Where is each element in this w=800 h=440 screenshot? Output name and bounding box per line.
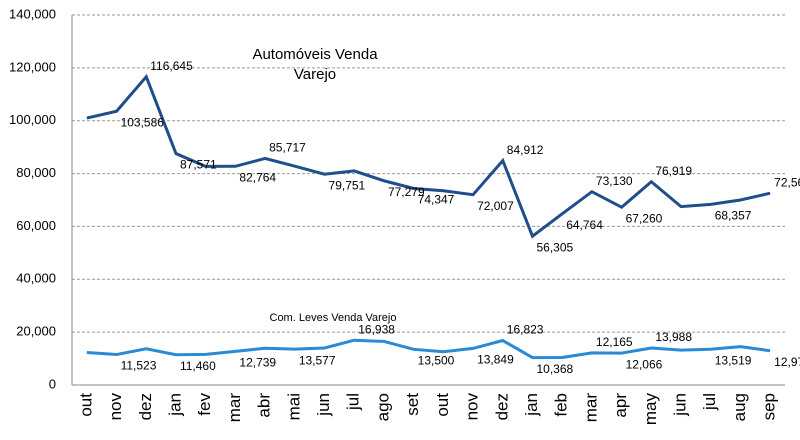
x-tick-label: mar xyxy=(225,393,244,423)
data-label: 84,912 xyxy=(507,143,544,157)
x-tick-label: fev xyxy=(195,393,214,416)
data-label: 16,823 xyxy=(507,323,544,337)
data-label: 56,305 xyxy=(536,240,573,254)
x-tick-label: mar xyxy=(581,393,600,423)
x-tick-label: mai xyxy=(284,393,303,420)
x-tick-label: may xyxy=(641,393,660,426)
data-label: 12,977 xyxy=(774,355,800,369)
data-label: 64,764 xyxy=(566,218,603,232)
y-tick-label: 120,000 xyxy=(9,59,56,74)
y-tick-label: 80,000 xyxy=(16,165,56,180)
data-label: 10,368 xyxy=(536,362,573,376)
data-label: 74,347 xyxy=(418,193,455,207)
x-tick-label: apr xyxy=(611,393,630,418)
x-tick-label: set xyxy=(403,393,422,416)
data-label: 11,523 xyxy=(121,359,157,373)
x-tick-label: sep xyxy=(760,393,779,420)
x-tick-label: abr xyxy=(255,393,274,418)
x-tick-label: aug xyxy=(730,393,749,421)
data-label: 13,577 xyxy=(299,353,336,367)
y-tick-label: 20,000 xyxy=(16,324,56,339)
data-label: 73,130 xyxy=(596,174,633,188)
data-label: 13,519 xyxy=(715,353,752,367)
x-tick-label: jul xyxy=(700,393,719,411)
data-label: 87,571 xyxy=(180,158,217,172)
data-label: 76,919 xyxy=(655,164,692,178)
y-tick-label: 60,000 xyxy=(16,218,56,233)
data-label: 11,460 xyxy=(180,359,216,373)
data-label: 72,565 xyxy=(774,175,800,189)
x-tick-label: dez xyxy=(136,393,155,420)
data-label: 13,988 xyxy=(655,330,692,344)
x-tick-label: jan xyxy=(165,393,184,417)
data-label: 13,849 xyxy=(477,353,514,367)
y-tick-label: 40,000 xyxy=(16,271,56,286)
y-tick-label: 100,000 xyxy=(9,112,56,127)
y-tick-label: 0 xyxy=(49,376,56,391)
x-tick-label: nov xyxy=(106,393,125,421)
data-label: 77,279 xyxy=(388,185,425,199)
y-tick-label: 140,000 xyxy=(9,6,56,21)
data-label: 12,066 xyxy=(626,357,663,371)
x-tick-label: jan xyxy=(522,393,541,417)
x-tick-label: out xyxy=(433,393,452,417)
x-tick-label: jun xyxy=(314,393,333,417)
data-label: 85,717 xyxy=(269,141,306,155)
x-tick-label: dez xyxy=(492,393,511,420)
x-tick-label: jun xyxy=(671,393,690,417)
annotation: Automóveis Venda xyxy=(252,46,378,63)
data-label: 13,500 xyxy=(418,353,455,367)
data-label: 116,645 xyxy=(150,59,193,73)
data-label: 72,007 xyxy=(477,199,514,213)
data-label: 79,751 xyxy=(329,178,366,192)
line xyxy=(86,73,771,239)
data-label: 103,586 xyxy=(121,115,165,129)
x-tick-label: ago xyxy=(373,393,392,421)
data-label: 16,938 xyxy=(358,322,395,336)
annotation: Com. Leves Venda Varejo xyxy=(270,312,397,324)
data-label: 68,357 xyxy=(715,209,752,223)
line xyxy=(86,338,771,360)
x-tick-label: nov xyxy=(463,393,482,421)
x-tick-label: jul xyxy=(344,393,363,411)
data-label: 12,165 xyxy=(596,335,633,349)
data-label: 82,764 xyxy=(239,170,276,184)
data-label: 12,739 xyxy=(239,356,276,370)
x-tick-label: out xyxy=(76,393,95,417)
x-tick-label: feb xyxy=(552,393,571,417)
data-label: 67,260 xyxy=(626,211,663,225)
annotation: Varejo xyxy=(294,66,336,83)
